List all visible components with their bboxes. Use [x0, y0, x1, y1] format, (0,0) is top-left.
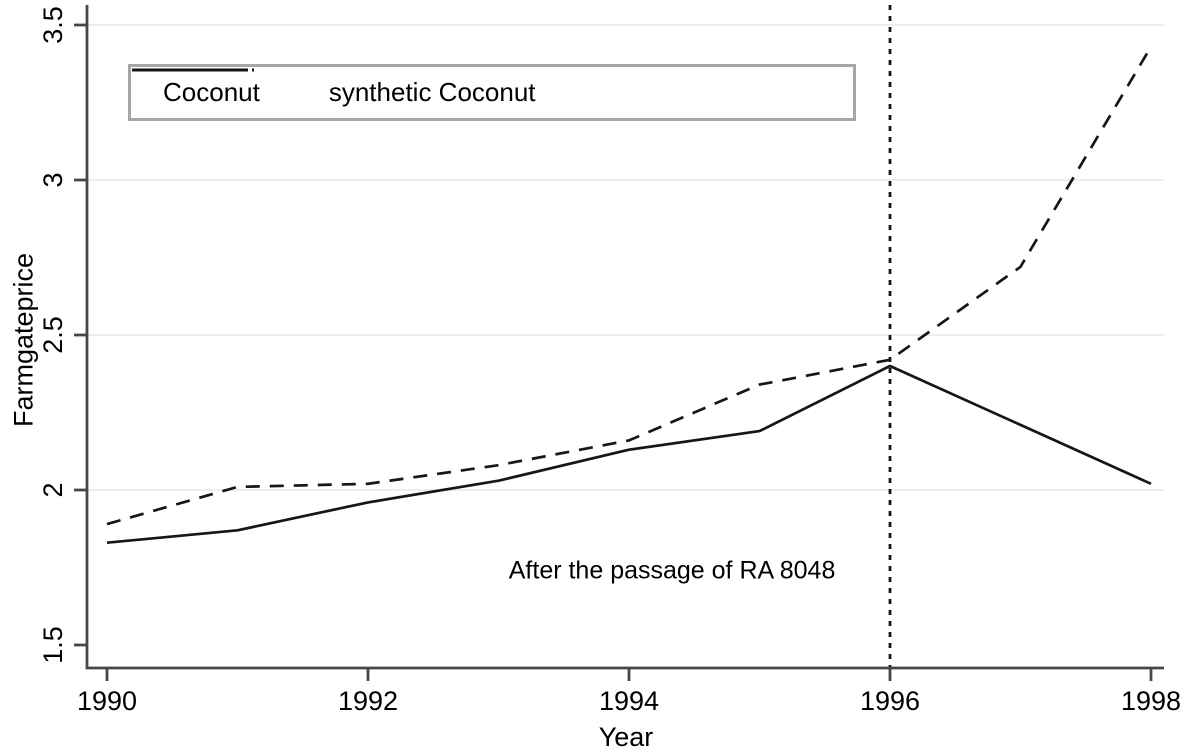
x-tick-label: 1990	[77, 686, 137, 716]
x-tick-label: 1992	[338, 686, 398, 716]
y-axis-title: Farmgateprice	[8, 252, 39, 428]
y-tick-label: 1.5	[38, 626, 68, 664]
y-tick-label: 3	[38, 172, 68, 187]
annotation-ra8048: After the passage of RA 8048	[509, 557, 836, 585]
x-tick-label: 1998	[1121, 686, 1181, 716]
y-tick-label: 2.5	[38, 316, 68, 354]
legend-label-synthetic-coconut: synthetic Coconut	[328, 77, 536, 107]
x-tick-label: 1996	[860, 686, 920, 716]
legend: Coconut synthetic Coconut	[128, 64, 856, 121]
x-axis-title: Year	[598, 722, 654, 752]
series-line-synthetic-coconut	[106, 46, 1153, 526]
y-tick-label: 2	[38, 482, 68, 497]
y-tick-label: 3.5	[38, 6, 68, 44]
legend-label-coconut: Coconut	[163, 77, 260, 107]
series-line-coconut	[106, 364, 1152, 545]
axis-frame	[85, 5, 1164, 670]
x-tick-label: 1994	[599, 686, 659, 716]
